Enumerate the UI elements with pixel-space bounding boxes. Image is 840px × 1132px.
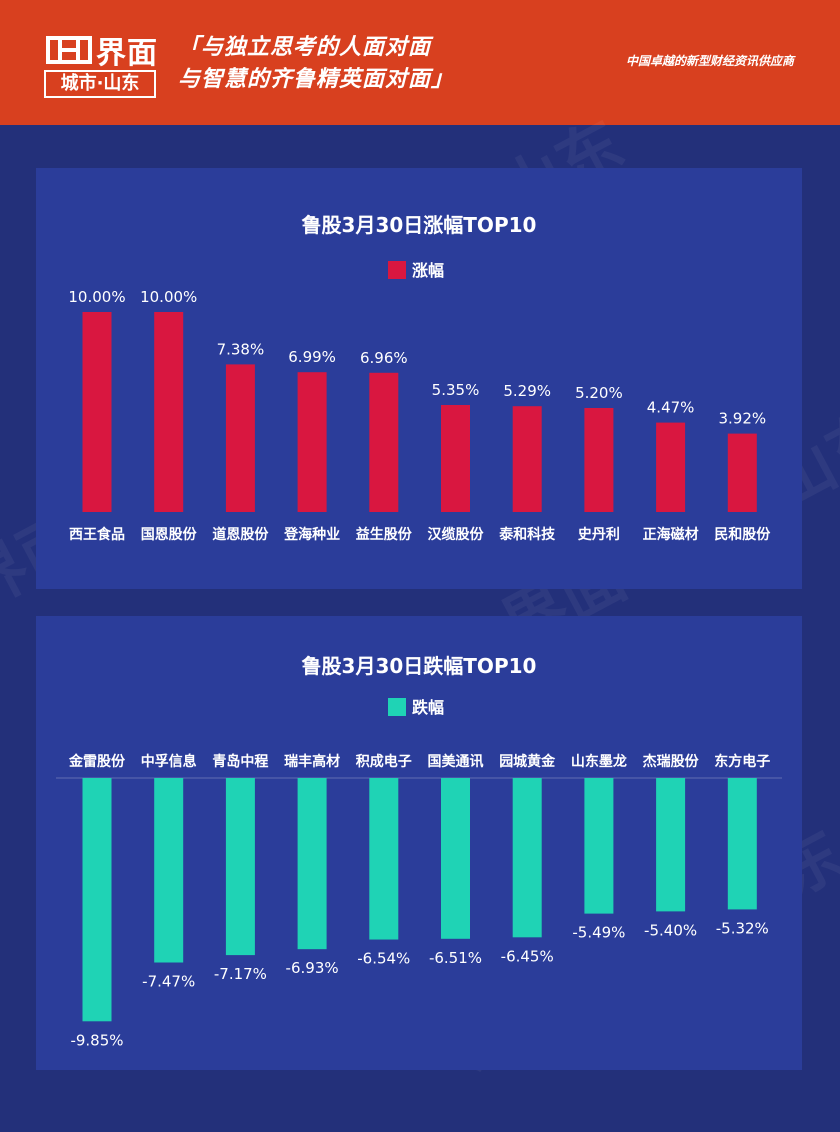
bar-6	[441, 778, 470, 939]
category-label-1: 金雷股份	[68, 753, 126, 770]
data-label-8: 5.20%	[575, 384, 623, 402]
data-label-1: -9.85%	[70, 1031, 123, 1049]
bar-8	[584, 408, 614, 512]
tagline: 中国卓越的新型财经资讯供应商	[625, 54, 794, 68]
bar-4	[297, 372, 327, 512]
bar-7	[512, 406, 542, 512]
bar-4	[297, 778, 327, 950]
bar-3	[225, 364, 255, 512]
data-label-7: -6.45%	[501, 947, 554, 965]
data-label-10: -5.32%	[716, 919, 769, 937]
category-label-5: 积成电子	[356, 753, 412, 770]
data-label-9: -5.40%	[644, 921, 697, 939]
data-label-7: 5.29%	[503, 382, 551, 400]
category-label-8: 山东墨龙	[571, 753, 627, 770]
category-label-2: 国恩股份	[141, 526, 198, 543]
slogan-line-2: 与智慧的齐鲁精英面对面」	[178, 67, 455, 92]
data-label-4: -6.93%	[286, 959, 339, 977]
slogan: 「与独立思考的人面对面 与智慧的齐鲁精英面对面」	[178, 32, 454, 96]
data-label-3: 7.38%	[217, 340, 265, 358]
data-label-5: 6.96%	[360, 349, 408, 367]
data-label-10: 3.92%	[718, 410, 766, 428]
logo-mark-icon	[46, 36, 92, 64]
category-label-2: 中孚信息	[141, 753, 197, 770]
category-label-6: 汉缆股份	[428, 526, 485, 543]
data-label-5: -6.54%	[357, 950, 410, 968]
category-label-4: 登海种业	[283, 526, 340, 543]
bar-7	[512, 778, 542, 938]
category-label-3: 青岛中程	[212, 753, 268, 770]
bar-9	[656, 422, 686, 512]
data-label-8: -5.49%	[572, 924, 625, 942]
category-label-9: 正海磁材	[643, 526, 699, 543]
legend-label: 跌幅	[412, 698, 444, 717]
data-label-6: -6.51%	[429, 949, 482, 967]
category-label-6: 国美通讯	[428, 753, 484, 770]
category-label-5: 益生股份	[356, 526, 413, 543]
category-label-9: 杰瑞股份	[643, 753, 700, 770]
loss-chart-panel: 鲁股3月30日跌幅TOP10 跌幅 -9.85% 金雷股份 -7.47% 中孚信息 -7.1…	[36, 616, 802, 1070]
bar-10	[727, 778, 757, 910]
bar-1	[82, 312, 112, 512]
category-label-3: 道恩股份	[212, 526, 269, 543]
data-label-4: 6.99%	[288, 348, 336, 366]
data-label-6: 5.35%	[432, 381, 480, 399]
bar-2	[154, 312, 184, 512]
brand-logo-text: 界面	[96, 36, 158, 71]
bar-8	[584, 778, 614, 914]
data-label-1: 10.00%	[68, 288, 125, 306]
slogan-line-1: 「与独立思考的人面对面	[178, 35, 432, 60]
header-banner: 界面 城市·山东 「与独立思考的人面对面 与智慧的齐鲁精英面对面」 中国卓越的新…	[0, 0, 840, 125]
category-label-4: 瑞丰高材	[284, 753, 340, 770]
gain-chart: 鲁股3月30日涨幅TOP10 涨幅 10.00% 西王食品 10.00% 国恩股份 7.38…	[68, 213, 771, 543]
bar-5	[369, 778, 399, 940]
bar-5	[369, 372, 399, 512]
bar-3	[225, 778, 255, 956]
data-label-3: -7.17%	[214, 965, 267, 983]
category-label-10: 民和股份	[714, 526, 771, 543]
bar-10	[727, 433, 757, 512]
legend-swatch	[388, 698, 406, 716]
bar-2	[154, 778, 184, 963]
category-label-7: 泰和科技	[498, 526, 556, 543]
chart-title: 鲁股3月30日跌幅TOP10	[302, 654, 537, 678]
legend-swatch	[388, 261, 406, 279]
category-label-8: 史丹利	[578, 526, 620, 543]
category-label-1: 西王食品	[69, 526, 125, 543]
data-label-9: 4.47%	[647, 399, 695, 417]
bar-9	[656, 778, 686, 912]
category-label-10: 东方电子	[714, 753, 770, 770]
chart-title: 鲁股3月30日涨幅TOP10	[302, 213, 537, 237]
legend-label: 涨幅	[412, 261, 444, 280]
bar-1	[82, 778, 112, 1022]
gain-chart-panel: 鲁股3月30日涨幅TOP10 涨幅 10.00% 西王食品 10.00% 国恩股份 7.38…	[36, 168, 802, 589]
data-label-2: -7.47%	[142, 973, 195, 991]
category-label-7: 园城黄金	[499, 753, 556, 770]
loss-chart: 鲁股3月30日跌幅TOP10 跌幅 -9.85% 金雷股份 -7.47% 中孚信息 -7.1…	[56, 654, 782, 1049]
bar-6	[441, 405, 470, 512]
city-badge: 城市·山东	[44, 70, 156, 98]
data-label-2: 10.00%	[140, 288, 197, 306]
